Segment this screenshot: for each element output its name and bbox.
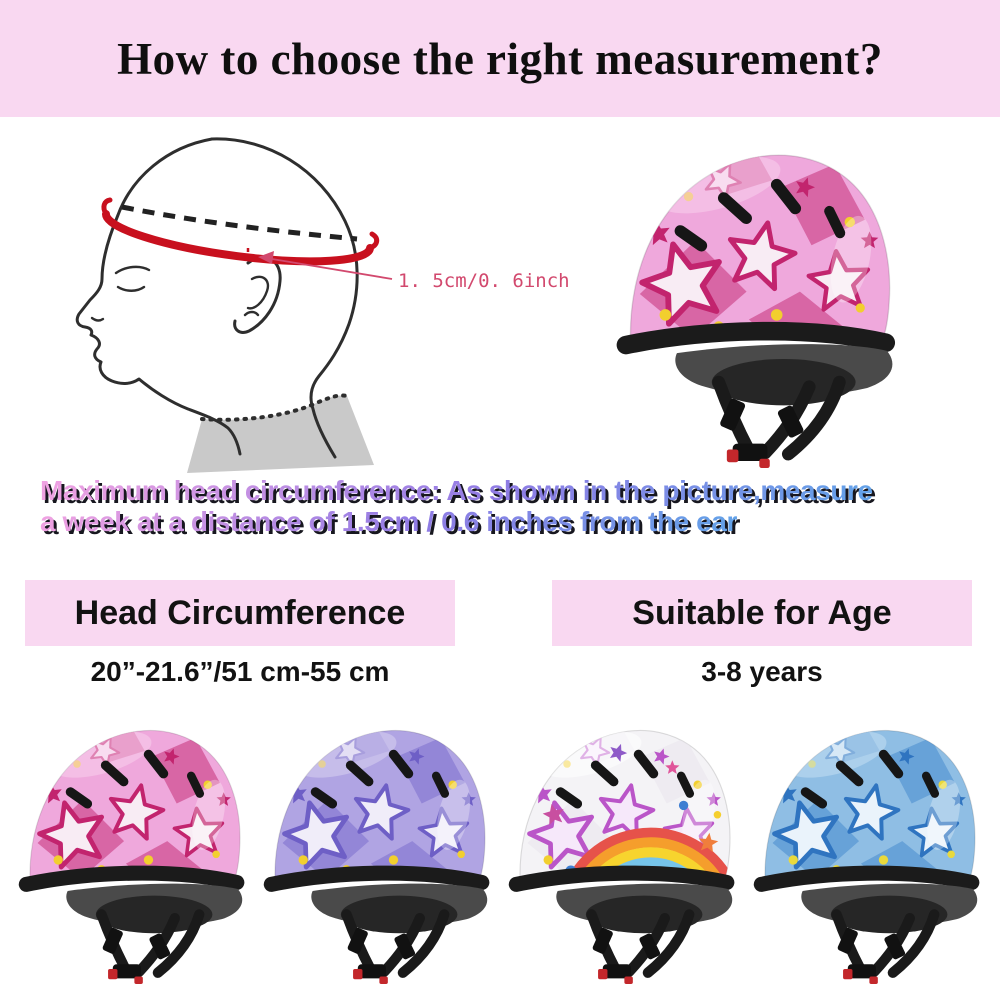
head-circumference-value: 20”-21.6”/51 cm-55 cm (90, 656, 390, 687)
measuring-band (102, 210, 374, 266)
measure-note: Maximum head circumference: As shown in … (40, 475, 980, 540)
band-right-tip (367, 231, 380, 251)
eye-line (116, 285, 146, 292)
ear-outline (233, 256, 282, 334)
title-banner: How to choose the right measurement? (0, 0, 1000, 117)
band-left-tip (101, 197, 113, 217)
spec-headings-row: Head Circumference Suitable for Age (0, 580, 1000, 646)
head-back-outline (210, 137, 359, 459)
helmet-blue-stars (750, 702, 985, 984)
band-dashed-line (121, 204, 358, 242)
callout-arrowhead (258, 251, 274, 264)
helmet-purple-stars (260, 702, 495, 984)
head-circumference-heading: Head Circumference (74, 593, 406, 632)
spec-values-row: 20”-21.6”/51 cm-55 cm 3-8 years (0, 656, 1000, 688)
note-line-2: a week at a distance of 1.5cm / 0.6 inch… (40, 506, 980, 540)
distance-label: 1. 5cm/0. 6inch (398, 270, 570, 292)
note-line-2-text: a week at a distance of 1.5cm / 0.6 inch… (40, 506, 737, 537)
collar-dotted-line (200, 393, 349, 422)
ear-lobe-line (243, 310, 260, 317)
suitable-age-box: Suitable for Age (552, 580, 972, 646)
color-options-row (0, 702, 1000, 984)
helmet-white-rainbow (505, 702, 740, 984)
head-circumference-box: Head Circumference (25, 580, 455, 646)
shoulder-shape (187, 395, 374, 473)
note-line-1: Maximum head circumference: As shown in … (40, 475, 980, 509)
ear-inner-line (246, 275, 270, 310)
measurement-section: 1. 5cm/0. 6inch (0, 117, 1000, 475)
note-line-1-shadow: Maximum head circumference: As shown in … (43, 478, 876, 510)
face-profile-outline (75, 137, 242, 456)
helmet-pink-stars-hero (612, 120, 902, 468)
helmet-pink-stars (15, 702, 250, 984)
nostril-line (90, 316, 105, 322)
head-measurement-diagram: 1. 5cm/0. 6inch (75, 137, 570, 473)
note-line-1-text: Maximum head circumference: As shown in … (40, 475, 873, 506)
suitable-age-heading: Suitable for Age (632, 593, 892, 632)
note-line-2-shadow: a week at a distance of 1.5cm / 0.6 inch… (43, 509, 740, 541)
callout-arrow-line (265, 257, 393, 280)
eyebrow-line (114, 265, 151, 275)
suitable-age-value: 3-8 years (701, 656, 823, 687)
page-title: How to choose the right measurement? (117, 33, 883, 84)
